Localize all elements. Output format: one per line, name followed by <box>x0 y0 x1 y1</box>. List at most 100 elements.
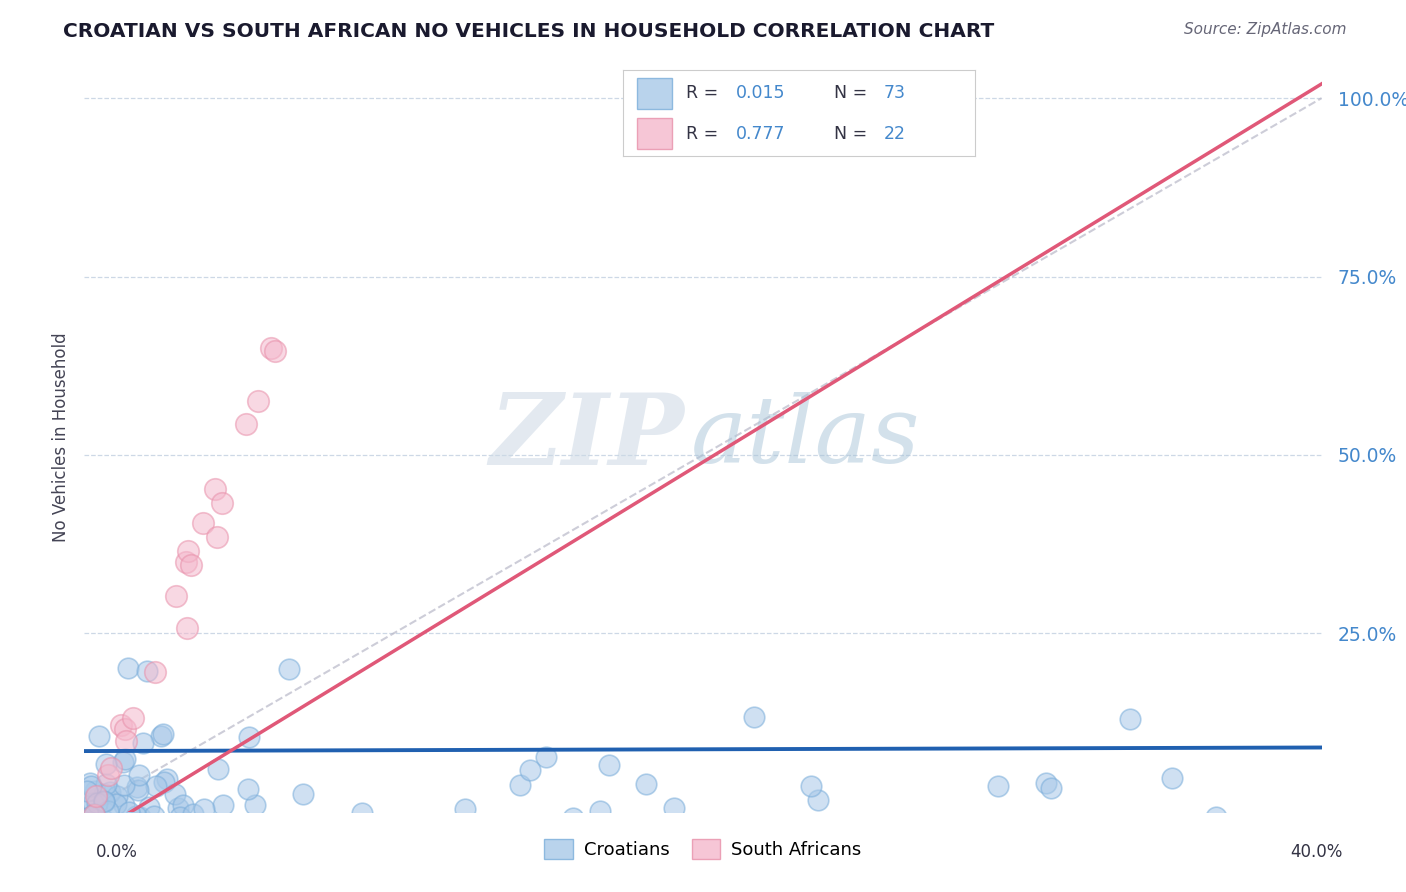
Point <box>165 788 187 802</box>
Point <box>212 798 235 813</box>
Point <box>181 807 204 822</box>
Point <box>127 780 149 794</box>
Point <box>110 718 132 732</box>
Point <box>150 729 173 743</box>
Point <box>453 802 475 816</box>
Point <box>166 801 188 815</box>
Point <box>79 776 101 790</box>
Point <box>177 543 200 558</box>
Point <box>97 804 120 818</box>
Point <box>143 809 166 823</box>
Point <box>235 417 257 431</box>
Point <box>176 620 198 634</box>
Point <box>165 589 187 603</box>
Text: ZIP: ZIP <box>489 389 685 485</box>
Text: atlas: atlas <box>690 392 920 482</box>
Point <box>987 780 1010 794</box>
Point <box>112 797 135 812</box>
Point <box>79 810 101 824</box>
Point <box>207 762 229 776</box>
Point <box>589 804 612 818</box>
Point <box>169 810 191 824</box>
Point <box>799 779 821 793</box>
Point <box>1118 712 1140 726</box>
Point <box>83 783 105 797</box>
Point <box>84 789 107 804</box>
Point <box>636 777 658 791</box>
Point <box>155 772 177 786</box>
Point <box>352 805 374 820</box>
Point <box>114 723 136 737</box>
Point <box>561 811 583 825</box>
Text: 40.0%: 40.0% <box>1291 843 1343 861</box>
Point <box>105 789 128 803</box>
Point <box>128 768 150 782</box>
Point <box>292 787 315 801</box>
Point <box>598 758 620 772</box>
Point <box>204 482 226 496</box>
Point <box>174 555 197 569</box>
Point <box>96 757 118 772</box>
Point <box>193 802 215 816</box>
Point <box>534 750 557 764</box>
Point <box>93 794 115 808</box>
Point <box>93 787 115 801</box>
Point <box>80 780 103 794</box>
Point <box>135 664 157 678</box>
Point <box>172 797 194 812</box>
Legend: Croatians, South Africans: Croatians, South Africans <box>537 832 869 866</box>
Point <box>76 811 98 825</box>
Point <box>180 558 202 572</box>
Point <box>93 795 115 809</box>
Point <box>132 736 155 750</box>
Point <box>94 777 117 791</box>
Point <box>1035 776 1057 790</box>
Point <box>1161 771 1184 785</box>
Point <box>742 710 765 724</box>
Point <box>87 729 110 743</box>
Point <box>246 394 269 409</box>
Point <box>82 796 104 810</box>
Point <box>76 795 98 809</box>
Point <box>243 797 266 812</box>
Point <box>205 530 228 544</box>
Text: CROATIAN VS SOUTH AFRICAN NO VEHICLES IN HOUSEHOLD CORRELATION CHART: CROATIAN VS SOUTH AFRICAN NO VEHICLES IN… <box>63 22 994 41</box>
Point <box>114 752 136 766</box>
Text: Source: ZipAtlas.com: Source: ZipAtlas.com <box>1184 22 1347 37</box>
Point <box>83 807 105 822</box>
Point <box>1040 781 1063 796</box>
Point <box>97 768 120 782</box>
Point <box>153 775 176 789</box>
Point <box>259 342 281 356</box>
Text: 0.0%: 0.0% <box>96 843 138 861</box>
Point <box>111 756 134 770</box>
Point <box>509 779 531 793</box>
Point <box>83 807 105 822</box>
Point <box>76 783 98 797</box>
Point <box>807 793 830 807</box>
Point <box>143 665 166 679</box>
Point <box>193 516 215 530</box>
Point <box>100 761 122 775</box>
Point <box>211 495 233 509</box>
Point <box>138 800 160 814</box>
Point <box>117 805 139 819</box>
Point <box>519 764 541 778</box>
Point <box>662 800 685 814</box>
Point <box>129 810 152 824</box>
Point <box>114 778 136 792</box>
Point <box>121 711 143 725</box>
Point <box>115 734 138 748</box>
Point <box>152 727 174 741</box>
Point <box>278 662 301 676</box>
Point <box>1205 810 1227 824</box>
Point <box>100 785 122 799</box>
Point <box>145 779 167 793</box>
Point <box>86 790 108 805</box>
Point <box>238 781 260 796</box>
Point <box>105 797 128 811</box>
Point <box>127 783 149 797</box>
Point <box>124 809 146 823</box>
Point <box>264 343 287 358</box>
Point <box>86 796 108 810</box>
